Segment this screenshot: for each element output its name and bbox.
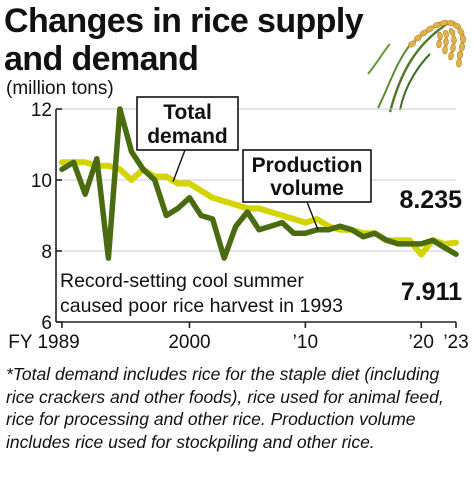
x-tick-label: FY 1989: [8, 332, 79, 353]
demand-callout-leader: [172, 149, 186, 183]
y-tick-label: 6: [41, 313, 52, 334]
x-tick-label: ’20: [409, 332, 434, 353]
annotation-text: caused poor rice harvest in 1993: [60, 295, 343, 317]
y-tick-label: 10: [31, 171, 52, 192]
demand-callout-text: demand: [147, 125, 228, 148]
x-tick-label: 2000: [168, 332, 210, 353]
demand-callout-box: [136, 96, 239, 151]
rice-plant-illustration: [367, 19, 466, 113]
demand-callout-text: Total: [163, 101, 212, 124]
x-tick-label: ’10: [293, 332, 318, 353]
annotation-background: [58, 265, 392, 317]
y-tick-label: 8: [41, 242, 52, 263]
annotation-text: Record-setting cool summer: [60, 270, 304, 292]
chart-title: Changes in rice supply and demand: [4, 2, 364, 78]
y-tick-label: 12: [31, 100, 52, 121]
production-callout-text: Production: [252, 154, 363, 177]
production-callout-leader: [306, 201, 319, 230]
production-callout-text: volume: [270, 177, 344, 200]
y-axis-unit: (million tons): [6, 78, 114, 99]
production-series-line: [59, 106, 459, 261]
production-end-value-label: 7.911: [401, 278, 462, 306]
production-callout-box: [242, 149, 372, 203]
x-tick-label: ’23: [443, 332, 468, 353]
footnote: *Total demand includes rice for the stap…: [6, 364, 444, 452]
demand-end-value-label: 8.235: [399, 186, 462, 214]
